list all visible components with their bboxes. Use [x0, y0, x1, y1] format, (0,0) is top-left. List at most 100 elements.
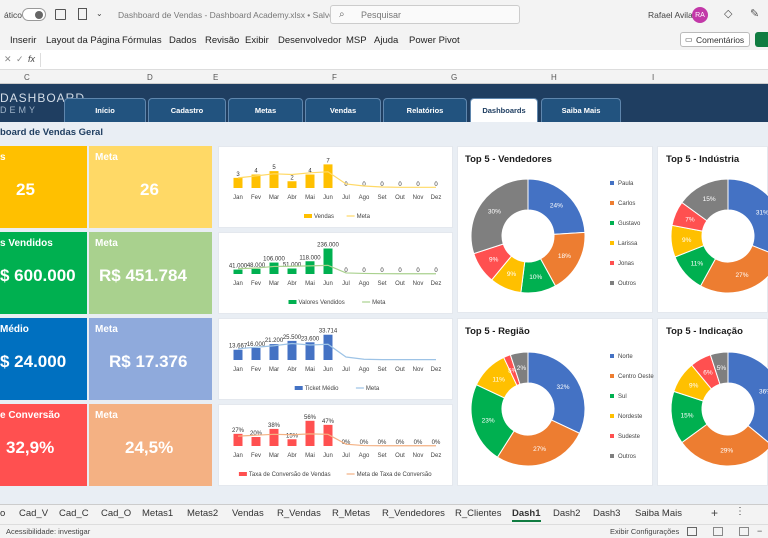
sheet-tab[interactable]: Cad_C — [59, 508, 89, 519]
diamond-icon[interactable]: ◇ — [724, 8, 733, 20]
accessibility-status[interactable]: Acessibilidade: investigar — [6, 527, 91, 536]
menu-msp[interactable]: MSP — [346, 35, 367, 46]
file-icon[interactable] — [78, 8, 87, 20]
bar-mark — [323, 424, 333, 446]
tab-saiba-mais[interactable]: Saiba Mais — [541, 98, 621, 122]
tab-inicio[interactable]: Início — [64, 98, 146, 122]
month-tick-label: Out — [395, 281, 405, 287]
menu-dados[interactable]: Dados — [169, 35, 197, 46]
menu-power-pivot[interactable]: Power Pivot — [409, 35, 460, 46]
tab-vendas[interactable]: Vendas — [305, 98, 381, 122]
kpi-valores-vendidos: s Vendidos $ 600.000 — [0, 232, 87, 314]
kpi-value: 25 — [16, 180, 35, 199]
menu-ajuda[interactable]: Ajuda — [374, 35, 399, 46]
sheet-tab[interactable]: Metas1 — [142, 508, 174, 519]
sheet-tab-bar — [0, 504, 768, 524]
legend-swatch — [610, 374, 614, 378]
column-header[interactable]: G — [451, 73, 458, 82]
comments-button[interactable]: ▭ Comentários — [680, 32, 750, 47]
bar-mark — [233, 177, 243, 188]
sheet-tab[interactable]: R_Vendas — [277, 508, 321, 519]
kpi-label: e Conversão — [0, 410, 61, 421]
sheet-tab-active[interactable]: Dash1 — [512, 508, 541, 522]
column-header[interactable]: C — [24, 73, 30, 82]
data-label: 23.600 — [301, 336, 320, 342]
zoom-out-icon[interactable]: − — [757, 526, 763, 536]
data-label: 21.200 — [265, 338, 284, 344]
search-icon: ⌕ — [339, 9, 345, 20]
sheet-tab[interactable]: R_Metas — [332, 508, 371, 519]
share-button[interactable] — [755, 32, 768, 47]
sheet-tab[interactable]: Cad_V — [19, 508, 49, 519]
legend-swatch — [610, 241, 614, 245]
autosave-toggle[interactable] — [22, 8, 46, 21]
column-header[interactable]: D — [147, 73, 153, 82]
avatar[interactable]: RA — [692, 7, 708, 23]
more-options-icon[interactable]: ⋮ — [735, 506, 745, 517]
sheet-tab[interactable]: Cad_O — [101, 508, 132, 519]
month-tick-label: Ago — [359, 195, 370, 201]
column-header[interactable]: H — [551, 73, 557, 82]
data-label: 4 — [254, 169, 258, 175]
menu-formulas[interactable]: Fórmulas — [122, 35, 162, 46]
sheet-tab[interactable]: Saiba Mais — [635, 508, 682, 519]
sheet-tab[interactable]: Dash2 — [553, 508, 581, 519]
add-sheet-icon[interactable]: + — [711, 506, 719, 520]
month-tick-label: Jul — [342, 367, 350, 373]
donut-slice — [496, 419, 581, 467]
formula-input[interactable] — [40, 53, 768, 67]
menu-layout[interactable]: Layout da Página — [46, 35, 120, 46]
save-icon[interactable] — [55, 9, 66, 20]
slice-label: 24% — [550, 203, 563, 210]
fx-icon[interactable]: fx — [28, 54, 36, 64]
month-tick-label: Ago — [359, 453, 370, 459]
data-label: 7 — [326, 158, 330, 164]
comment-icon: ▭ — [685, 35, 693, 44]
column-header[interactable]: F — [332, 73, 337, 82]
chevron-down-icon[interactable]: ⌄ — [96, 9, 103, 18]
tab-label: Início — [95, 106, 115, 115]
menu-desenvolvedor[interactable]: Desenvolvedor — [278, 35, 342, 46]
pen-icon[interactable]: ✎ — [750, 8, 760, 20]
tab-metas[interactable]: Metas — [228, 98, 303, 122]
menu-exibir[interactable]: Exibir — [245, 35, 269, 46]
normal-view-icon[interactable] — [687, 527, 697, 536]
slice-label: 9% — [507, 271, 517, 278]
search-placeholder: Pesquisar — [361, 10, 402, 20]
slice-label: 30% — [488, 209, 501, 216]
kpi-meta-label: Meta — [95, 238, 118, 249]
column-header[interactable]: E — [213, 73, 219, 82]
sheet-tab[interactable]: Metas2 — [187, 508, 219, 519]
kpi-meta-label: Meta — [95, 324, 118, 335]
tab-cadastro[interactable]: Cadastro — [148, 98, 226, 122]
tab-dashboards[interactable]: Dashboards — [470, 98, 538, 122]
slice-label: 2% — [517, 365, 527, 372]
chart-card-indicacao: Top 5 - Indicação 36% 29% 15% 9% 6% 5% — [657, 318, 768, 486]
menu-inserir[interactable]: Inserir — [10, 35, 37, 46]
month-tick-label: Set — [377, 453, 386, 459]
kpi-value: 32,9% — [6, 438, 55, 457]
column-header[interactable]: I — [652, 73, 655, 82]
cancel-icon[interactable]: ✕ — [4, 54, 12, 64]
legend-swatch — [610, 434, 614, 438]
sheet-tab[interactable]: R_Vendedores — [382, 508, 445, 519]
meta-line — [237, 342, 436, 361]
sheet-tab[interactable]: R_Clientes — [455, 508, 502, 519]
page-layout-icon[interactable] — [713, 527, 723, 536]
slice-label: 15% — [681, 412, 694, 419]
page-break-icon[interactable] — [739, 527, 749, 536]
display-settings[interactable]: Exibir Configurações — [610, 527, 680, 536]
data-label: 0 — [380, 182, 384, 188]
sheet-tab[interactable]: o — [0, 508, 6, 519]
menu-revisao[interactable]: Revisão — [205, 35, 240, 46]
sheet-tab[interactable]: Vendas — [232, 508, 264, 519]
donut-slice — [509, 351, 529, 385]
kpi-value: $ 600.000 — [0, 266, 76, 285]
confirm-icon[interactable]: ✓ — [16, 54, 24, 64]
tab-relatorios[interactable]: Relatórios — [383, 98, 467, 122]
search-box[interactable]: ⌕ Pesquisar — [330, 5, 520, 24]
bar-mark — [233, 269, 243, 274]
sheet-tab[interactable]: Dash3 — [593, 508, 621, 519]
month-tick-label: Dez — [431, 195, 442, 201]
user-name[interactable]: Rafael Avila — [648, 10, 693, 20]
